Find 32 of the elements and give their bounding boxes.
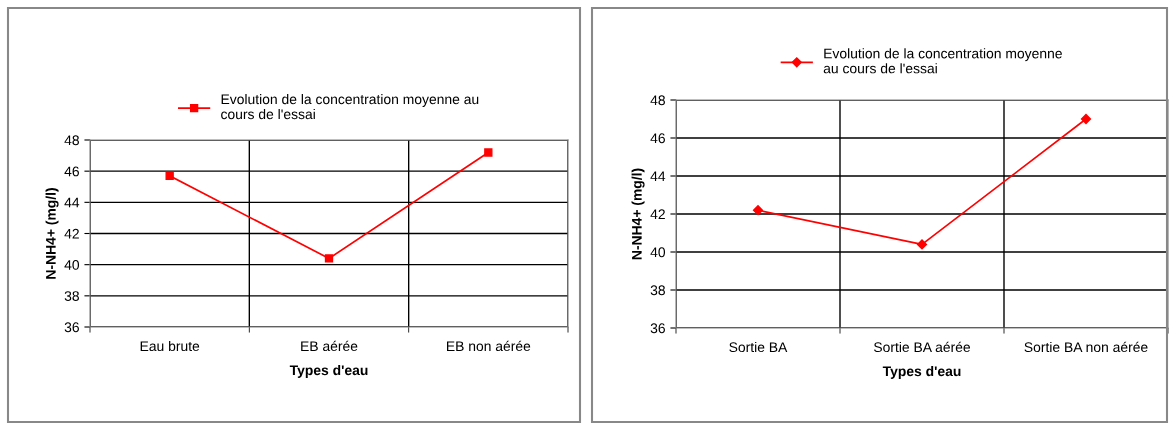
x-tick-label: Sortie BA non aérée	[1024, 341, 1148, 353]
y-axis-title: N-NH4+ (mg/l)	[45, 188, 59, 279]
y-tick-label: 42	[64, 228, 79, 239]
y-tick-label: 36	[650, 323, 665, 334]
y-tick-label: 44	[64, 197, 80, 208]
point	[324, 254, 334, 263]
y-tick-label: 46	[64, 166, 79, 177]
point	[484, 148, 493, 157]
x-axis-title: Types d'eau	[882, 365, 961, 379]
legend-label: Evolution de la concentration moyenne au cours de l'essai	[823, 48, 1062, 74]
y-tick-label: 48	[64, 135, 79, 146]
y-tick-label: 42	[650, 209, 665, 220]
y-tick-label: 46	[650, 133, 665, 144]
y-tick-label: 40	[650, 247, 666, 258]
y-tick-label: 38	[650, 285, 665, 296]
y-tick-label: 40	[64, 260, 80, 270]
point	[165, 171, 174, 181]
legend-label: Evolution de la concentration moyenne au cours de l'essai	[221, 93, 479, 120]
point	[916, 239, 928, 250]
y-tick-label: 48	[650, 95, 665, 106]
y-tick-label: 38	[64, 291, 79, 301]
point	[1080, 113, 1092, 125]
x-tick-label: EB aérée	[301, 340, 358, 352]
y-axis-title: N-NH4+ (mg/l)	[631, 168, 645, 260]
x-tick-label: Sortie BA aérée	[873, 341, 971, 353]
x-axis-title: Types d'eau	[289, 364, 368, 378]
y-tick-label: 44	[650, 171, 666, 182]
y-tick-label: 36	[64, 322, 79, 333]
point	[752, 205, 764, 216]
x-tick-label: EB non aérée	[447, 340, 531, 352]
x-tick-label: Sortie BA	[729, 341, 788, 353]
x-tick-label: Eau brute	[140, 340, 200, 352]
